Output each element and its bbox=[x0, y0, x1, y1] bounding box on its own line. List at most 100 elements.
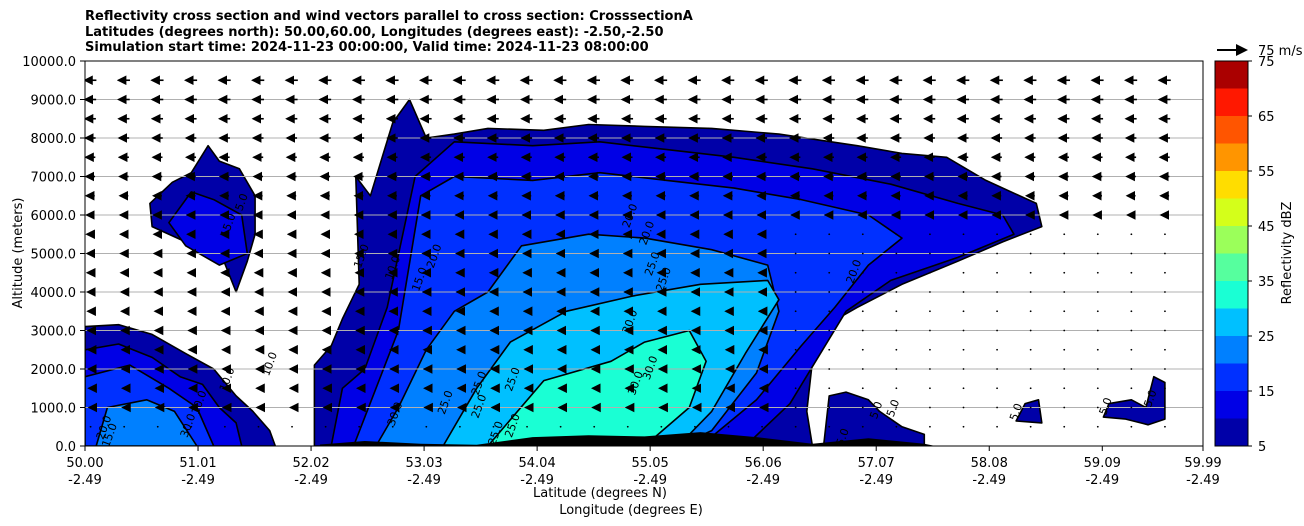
x-tick-label-lon: -2.49 bbox=[520, 473, 554, 488]
colorbar-tick-label: 75 bbox=[1258, 55, 1275, 70]
wind-vector bbox=[1096, 406, 1099, 409]
x-tick-label-lon: -2.49 bbox=[1085, 473, 1119, 488]
wind-vector bbox=[962, 329, 965, 332]
x-axis-label-lat: Latitude (degrees N) bbox=[533, 486, 667, 501]
colorbar-swatch bbox=[1215, 391, 1248, 419]
colorbar-swatch bbox=[1215, 171, 1248, 199]
x-tick-label-lon: -2.49 bbox=[972, 473, 1006, 488]
wind-vector bbox=[962, 271, 965, 274]
wind-vector bbox=[1063, 425, 1066, 428]
wind-vector bbox=[962, 387, 965, 390]
x-tick-label-lat: 59.99 bbox=[1184, 456, 1221, 471]
x-tick-label-lat: 51.01 bbox=[179, 456, 216, 471]
wind-vector bbox=[1130, 329, 1133, 332]
x-tick-label-lon: -2.49 bbox=[746, 473, 780, 488]
wind-vector bbox=[1096, 252, 1099, 255]
wind-vector bbox=[1096, 271, 1099, 274]
wind-vector bbox=[962, 233, 965, 236]
colorbar-swatch bbox=[1215, 116, 1248, 144]
y-tick-label: 7000.0 bbox=[31, 171, 77, 186]
colorbar-tick-label: 55 bbox=[1258, 165, 1275, 180]
wind-vector bbox=[828, 406, 831, 409]
colorbar: 5 15 25 35 45 55 65 75 bbox=[1214, 55, 1275, 455]
wind-vector bbox=[828, 329, 831, 332]
colorbar-tick-label: 35 bbox=[1258, 275, 1275, 290]
colorbar-swatch bbox=[1215, 418, 1248, 446]
wind-vector bbox=[861, 368, 864, 370]
colorbar-swatch bbox=[1215, 88, 1248, 116]
wind-vector bbox=[996, 252, 998, 255]
wind-vector bbox=[794, 348, 797, 351]
wind-vector bbox=[1096, 348, 1099, 351]
y-tick-label: 10000.0 bbox=[22, 55, 76, 70]
x-tick-label-lat: 54.04 bbox=[519, 456, 556, 471]
wind-vector bbox=[861, 233, 864, 236]
wind-vector bbox=[929, 425, 931, 428]
wind-vector bbox=[861, 329, 864, 332]
wind-vector bbox=[1063, 368, 1066, 370]
y-axis-label: Altitude (meters) bbox=[11, 198, 26, 309]
contour-label: 5.0 bbox=[1097, 396, 1115, 417]
terrain-shape bbox=[320, 432, 936, 446]
contour-label: 5.0 bbox=[1141, 388, 1159, 409]
wind-vector bbox=[1029, 291, 1032, 293]
wind-vector bbox=[828, 348, 831, 351]
contour-label: 5.0 bbox=[233, 192, 251, 213]
x-tick-label-lon: -2.49 bbox=[859, 473, 893, 488]
wind-vector bbox=[1164, 348, 1166, 351]
y-axis: 0.0 1000.0 2000.0 3000.0 4000.0 5000.0 6000.0 7… bbox=[22, 55, 85, 455]
colorbar-tick-label: 5 bbox=[1258, 440, 1266, 455]
y-tick-label: 6000.0 bbox=[31, 209, 77, 224]
wind-vector bbox=[1096, 233, 1099, 236]
wind-vector bbox=[89, 425, 92, 428]
y-tick-label: 1000.0 bbox=[31, 402, 77, 417]
wind-vector bbox=[962, 406, 965, 409]
x-axis: 50.00 -2.49 51.01 -2.49 52.02 -2.49 53.03 -2.49… bbox=[66, 446, 1222, 488]
wind-vector bbox=[929, 233, 931, 236]
wind-vector bbox=[1096, 368, 1099, 370]
colorbar-tick-label: 25 bbox=[1258, 330, 1275, 345]
wind-vector bbox=[861, 387, 864, 390]
wind-vector bbox=[794, 310, 797, 313]
wind-vector bbox=[794, 233, 797, 236]
wind-vector bbox=[1063, 291, 1066, 293]
wind-vector bbox=[962, 425, 965, 428]
wind-vector bbox=[1130, 368, 1133, 370]
x-tick-label-lon: -2.49 bbox=[1186, 473, 1220, 488]
wind-vector bbox=[291, 425, 293, 428]
wind-vector bbox=[962, 368, 965, 370]
wind-vector bbox=[123, 425, 126, 428]
contour-label: 5.0 bbox=[834, 427, 852, 448]
wind-vector bbox=[1164, 406, 1166, 409]
wind-vector bbox=[962, 252, 965, 255]
wind-vector bbox=[895, 252, 898, 255]
x-tick-label-lat: 50.00 bbox=[66, 456, 103, 471]
wind-vector bbox=[861, 406, 864, 409]
wind-vector bbox=[1130, 310, 1133, 313]
wind-vector bbox=[425, 425, 428, 428]
wind-vector bbox=[1130, 348, 1133, 351]
colorbar-swatch bbox=[1215, 308, 1248, 336]
y-tick-label: 9000.0 bbox=[31, 94, 77, 109]
quiver-key-label: 75 m/s bbox=[1258, 44, 1303, 59]
wind-vector bbox=[929, 291, 931, 293]
wind-vector bbox=[929, 252, 931, 255]
wind-vector bbox=[1096, 291, 1099, 293]
wind-vector bbox=[1130, 291, 1133, 293]
wind-vector bbox=[962, 348, 965, 351]
x-tick-label-lon: -2.49 bbox=[407, 473, 441, 488]
wind-vector bbox=[1029, 348, 1032, 351]
wind-vector bbox=[1029, 329, 1032, 332]
wind-vector bbox=[1029, 310, 1032, 313]
wind-vector bbox=[1164, 291, 1166, 293]
wind-vector bbox=[593, 425, 596, 428]
wind-vector bbox=[962, 291, 965, 293]
wind-vector bbox=[559, 425, 562, 428]
wind-vector bbox=[929, 406, 931, 409]
wind-vector bbox=[996, 348, 998, 351]
wind-vector bbox=[1063, 329, 1066, 332]
colorbar-swatch bbox=[1215, 61, 1248, 89]
x-tick-label-lat: 52.02 bbox=[292, 456, 329, 471]
wind-vector bbox=[861, 252, 864, 255]
wind-vector bbox=[1029, 252, 1032, 255]
